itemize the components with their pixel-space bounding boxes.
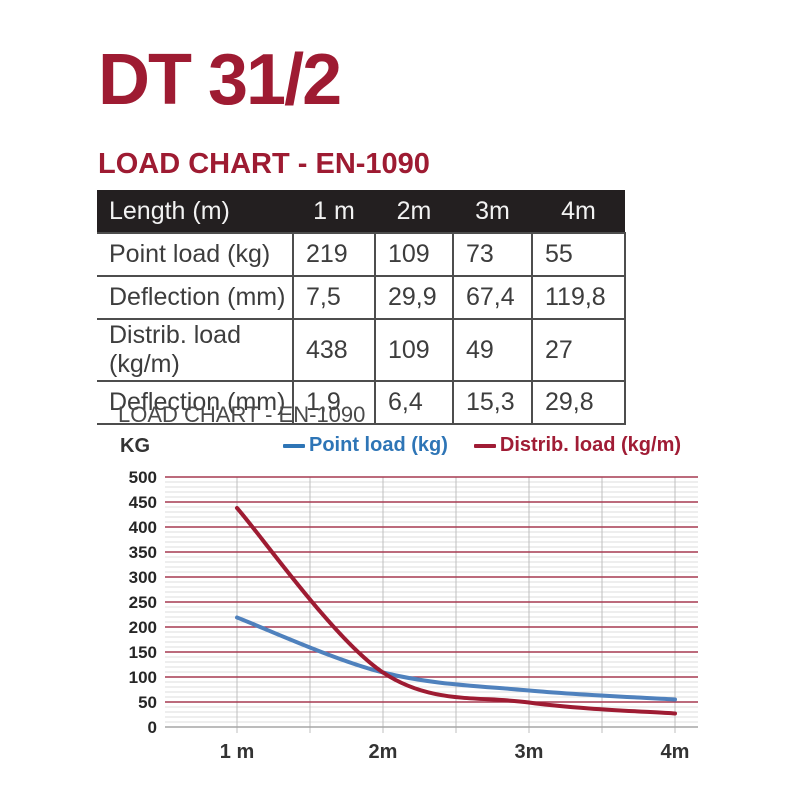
table-header-cell: 3m bbox=[453, 190, 532, 233]
table-header-cell: 4m bbox=[532, 190, 625, 233]
page-title: DT 31/2 bbox=[98, 40, 342, 120]
x-axis-tick-label: 3m bbox=[515, 741, 544, 763]
legend-line-swatch bbox=[283, 443, 305, 448]
series-line-1 bbox=[235, 506, 677, 716]
load-line-chart: 0 50 100 150 200 250 300 350 400 450 500 1 m 2m 3m 4m bbox=[129, 468, 698, 763]
y-axis-tick-label: 500 bbox=[129, 468, 157, 487]
y-axis-tick-label: 400 bbox=[129, 518, 157, 537]
table-row: Deflection (mm) 7,5 29,9 67,4 119,8 bbox=[97, 275, 626, 319]
table-cell: 27 bbox=[531, 318, 626, 381]
chart-legend: Point load (kg) Distrib. load (kg/m) bbox=[283, 434, 681, 457]
table-cell: 6,4 bbox=[374, 380, 453, 425]
table-cell: 119,8 bbox=[531, 275, 626, 319]
table-cell: 29,9 bbox=[374, 275, 453, 319]
table-cell: 49 bbox=[452, 318, 532, 381]
row-label: Point load (kg) bbox=[97, 232, 293, 276]
legend-item-point-load: Point load (kg) bbox=[283, 434, 448, 457]
table-cell: 438 bbox=[292, 318, 375, 381]
row-label: Distrib. load (kg/m) bbox=[97, 318, 293, 381]
table-cell: 73 bbox=[452, 232, 532, 276]
y-axis-tick-label: 150 bbox=[129, 643, 157, 662]
table-cell: 15,3 bbox=[452, 380, 532, 425]
table-cell: 109 bbox=[374, 318, 453, 381]
x-axis-tick-label: 1 m bbox=[220, 741, 254, 763]
table-cell: 29,8 bbox=[531, 380, 626, 425]
chart-title: LOAD CHART - EN-1090 bbox=[118, 402, 366, 427]
y-axis-tick-label: 0 bbox=[148, 718, 157, 737]
x-axis-tick-label: 2m bbox=[369, 741, 398, 763]
table-cell: 1,9 bbox=[292, 380, 375, 425]
section-title: LOAD CHART - EN-1090 bbox=[98, 148, 430, 180]
table-header-cell: Length (m) bbox=[97, 190, 293, 233]
table-row: Deflection (mm) 1,9 6,4 15,3 29,8 bbox=[97, 380, 626, 425]
legend-line-swatch bbox=[473, 443, 496, 448]
table-row: Point load (kg) 219 109 73 55 bbox=[97, 232, 626, 276]
table-cell: 7,5 bbox=[292, 275, 375, 319]
x-axis-tick-label: 4m bbox=[661, 741, 690, 763]
legend-label: Point load (kg) bbox=[309, 434, 448, 456]
table-row: Distrib. load (kg/m) 438 109 49 27 bbox=[97, 318, 626, 381]
series-line-0 bbox=[235, 615, 677, 702]
y-axis-tick-label: 250 bbox=[129, 593, 157, 612]
table-cell: 109 bbox=[374, 232, 453, 276]
table-cell: 67,4 bbox=[452, 275, 532, 319]
y-axis-tick-label: 300 bbox=[129, 568, 157, 587]
legend-label: Distrib. load (kg/m) bbox=[499, 434, 682, 456]
table-header-cell: 1 m bbox=[293, 190, 375, 233]
table-header-row: Length (m) 1 m 2m 3m 4m bbox=[97, 190, 625, 233]
table-cell: 55 bbox=[531, 232, 626, 276]
y-axis-tick-label: 100 bbox=[129, 668, 157, 687]
y-axis-tick-label: 350 bbox=[129, 543, 157, 562]
row-label: Deflection (mm) bbox=[97, 275, 293, 319]
y-axis-tick-label: 200 bbox=[129, 618, 157, 637]
y-axis-tick-label: 50 bbox=[138, 693, 157, 712]
load-chart-table: Length (m) 1 m 2m 3m 4m Point load (kg) … bbox=[97, 190, 626, 425]
legend-item-distrib-load: Distrib. load (kg/m) bbox=[473, 434, 682, 457]
table-header-cell: 2m bbox=[375, 190, 453, 233]
y-axis-tick-label: 450 bbox=[129, 493, 157, 512]
table-cell: 219 bbox=[292, 232, 375, 276]
row-label: Deflection (mm) bbox=[97, 380, 293, 425]
y-axis-unit-label: KG bbox=[120, 435, 150, 457]
